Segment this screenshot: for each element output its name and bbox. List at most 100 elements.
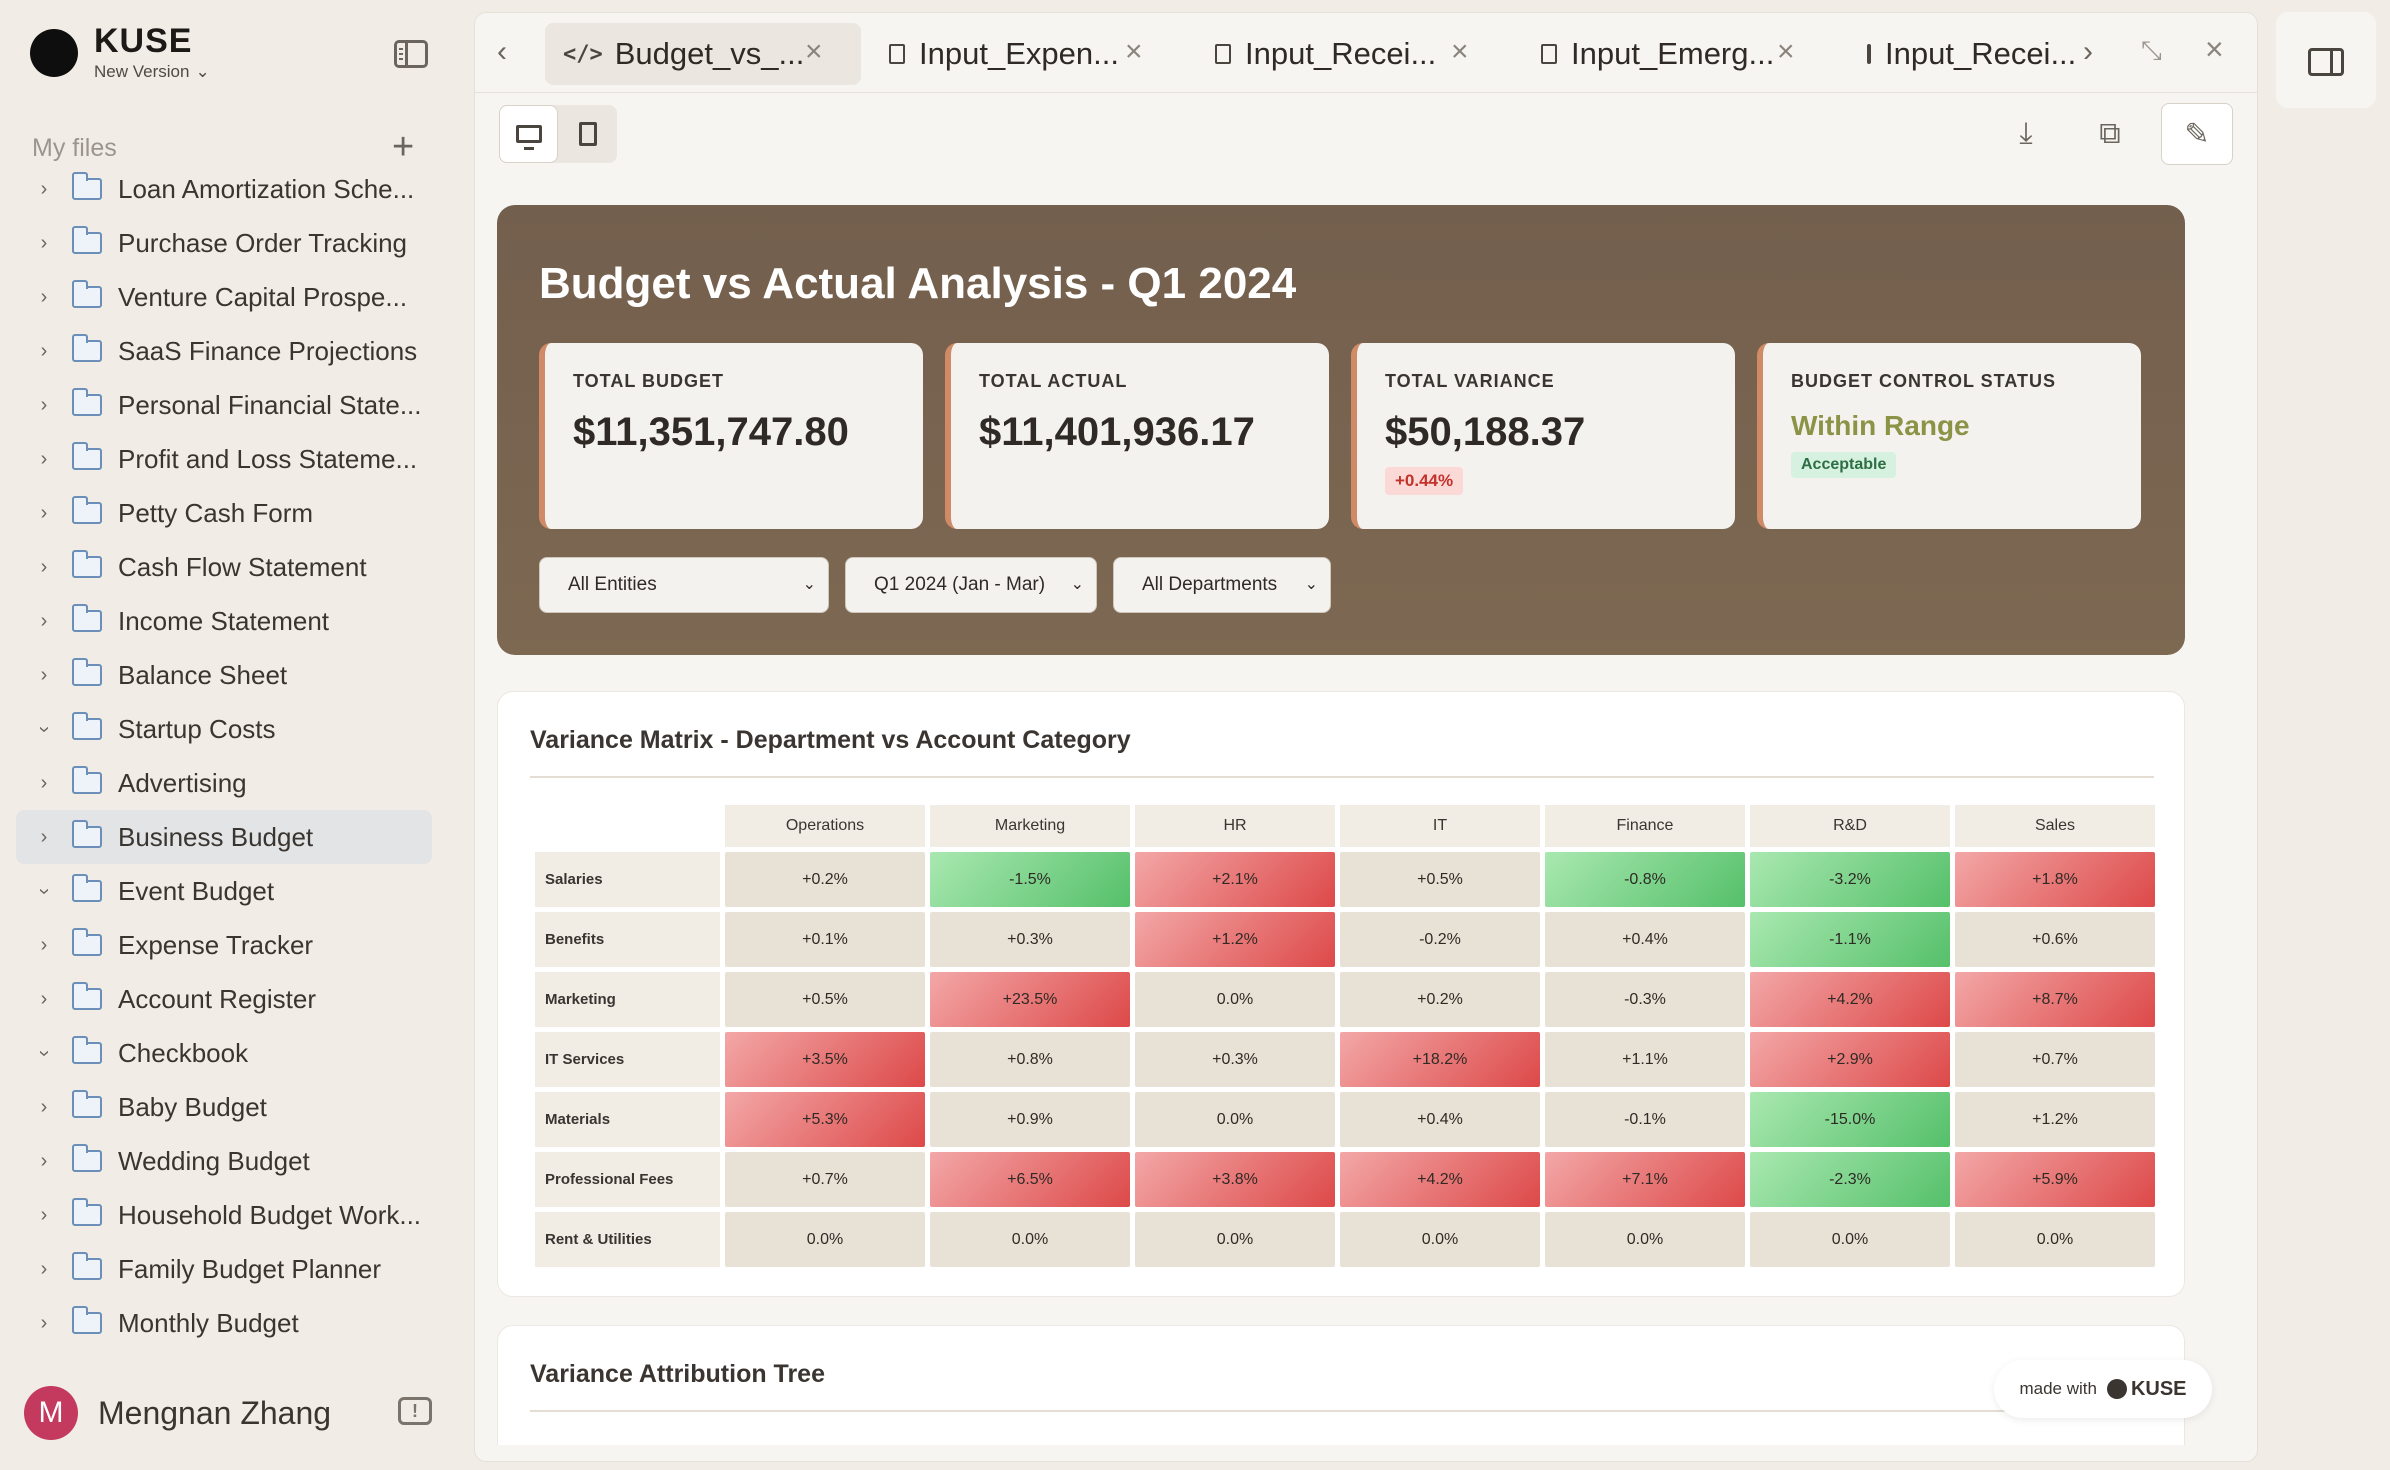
chevron-right-icon[interactable]: ›	[40, 447, 48, 470]
chevron-right-icon[interactable]: ›	[40, 987, 48, 1010]
variance-cell[interactable]: +2.9%	[1750, 1032, 1950, 1087]
chevron-right-icon[interactable]: ›	[40, 663, 48, 686]
chevron-right-icon[interactable]: ›	[40, 1311, 48, 1334]
variance-cell[interactable]: +0.5%	[725, 972, 925, 1027]
chevron-right-icon[interactable]: ›	[40, 771, 48, 794]
sidebar-item[interactable]: › Venture Capital Prospe...	[16, 270, 432, 324]
chevron-right-icon[interactable]: ›	[40, 609, 48, 632]
variance-cell[interactable]: 0.0%	[1545, 1212, 1745, 1267]
sidebar-item[interactable]: › Family Budget Planner	[16, 1242, 432, 1296]
variance-cell[interactable]: -0.1%	[1545, 1092, 1745, 1147]
variance-cell[interactable]: +3.8%	[1135, 1152, 1335, 1207]
download-icon[interactable]: ⤓	[2019, 117, 2033, 150]
desktop-view-button[interactable]	[499, 105, 558, 163]
variance-cell[interactable]: +0.9%	[930, 1092, 1130, 1147]
variance-cell[interactable]: +0.5%	[1340, 852, 1540, 907]
variance-cell[interactable]: 0.0%	[725, 1212, 925, 1267]
user-profile[interactable]: M Mengnan Zhang	[24, 1386, 331, 1440]
chevron-right-icon[interactable]: ›	[40, 501, 48, 524]
chevron-right-icon[interactable]: ›	[40, 285, 48, 308]
variance-cell[interactable]: +7.1%	[1545, 1152, 1745, 1207]
variance-cell[interactable]: -15.0%	[1750, 1092, 1950, 1147]
chevron-right-icon[interactable]: ›	[40, 339, 48, 362]
sidebar-item[interactable]: › Cash Flow Statement	[16, 540, 432, 594]
department-filter[interactable]: All Departments ⌄	[1113, 557, 1331, 613]
chevron-right-icon[interactable]: ›	[40, 825, 48, 848]
variance-cell[interactable]: +1.8%	[1955, 852, 2155, 907]
chevron-right-icon[interactable]: ›	[40, 1257, 48, 1280]
sidebar-item[interactable]: › Checkbook	[16, 1026, 432, 1080]
chevron-right-icon[interactable]: ›	[40, 1149, 48, 1172]
variance-cell[interactable]: +0.3%	[1135, 1032, 1335, 1087]
variance-cell[interactable]: +8.7%	[1955, 972, 2155, 1027]
feedback-icon[interactable]: !	[398, 1397, 432, 1425]
chevron-down-icon[interactable]: ›	[33, 887, 56, 895]
chevron-right-icon[interactable]: ›	[40, 1203, 48, 1226]
sidebar-item[interactable]: › Monthly Budget	[16, 1296, 432, 1350]
chevron-left-icon[interactable]: ‹	[497, 35, 507, 68]
sidebar-item[interactable]: › Profit and Loss Stateme...	[16, 432, 432, 486]
sidebar-item[interactable]: › Personal Financial State...	[16, 378, 432, 432]
variance-cell[interactable]: -1.1%	[1750, 912, 1950, 967]
variance-cell[interactable]: +6.5%	[930, 1152, 1130, 1207]
variance-cell[interactable]: +0.4%	[1340, 1092, 1540, 1147]
document-view-button[interactable]	[558, 105, 617, 163]
period-filter[interactable]: Q1 2024 (Jan - Mar) ⌄	[845, 557, 1097, 613]
chevron-right-icon[interactable]: ›	[40, 177, 48, 200]
variance-cell[interactable]: -0.2%	[1340, 912, 1540, 967]
variance-cell[interactable]: +5.3%	[725, 1092, 925, 1147]
variance-cell[interactable]: +1.2%	[1955, 1092, 2155, 1147]
sidebar-item[interactable]: › Balance Sheet	[16, 648, 432, 702]
variance-cell[interactable]: +18.2%	[1340, 1032, 1540, 1087]
brand[interactable]: KUSE New Version ⌄	[30, 24, 210, 82]
sidebar-item[interactable]: › SaaS Finance Projections	[16, 324, 432, 378]
sidebar-item[interactable]: › Startup Costs	[16, 702, 432, 756]
variance-cell[interactable]: 0.0%	[1750, 1212, 1950, 1267]
variance-cell[interactable]: +0.1%	[725, 912, 925, 967]
variance-cell[interactable]: +0.2%	[725, 852, 925, 907]
chevron-down-icon[interactable]: ›	[33, 725, 56, 733]
variance-cell[interactable]: +4.2%	[1750, 972, 1950, 1027]
tab[interactable]: Input_Recei...	[1849, 23, 2079, 85]
entity-filter[interactable]: All Entities ⌄	[539, 557, 829, 613]
close-tab-icon[interactable]: ×	[1125, 35, 1143, 68]
sidebar-item[interactable]: › Wedding Budget	[16, 1134, 432, 1188]
chevron-right-icon[interactable]: ›	[40, 555, 48, 578]
sidebar-item[interactable]: › Baby Budget	[16, 1080, 432, 1134]
variance-cell[interactable]: -2.3%	[1750, 1152, 1950, 1207]
sidebar-item[interactable]: › Loan Amortization Sche...	[16, 162, 432, 216]
variance-cell[interactable]: +0.2%	[1340, 972, 1540, 1027]
variance-cell[interactable]: +5.9%	[1955, 1152, 2155, 1207]
variance-cell[interactable]: 0.0%	[1955, 1212, 2155, 1267]
variance-cell[interactable]: +23.5%	[930, 972, 1130, 1027]
chevron-right-icon[interactable]: ›	[40, 231, 48, 254]
sidebar-item[interactable]: › Business Budget	[16, 810, 432, 864]
variance-cell[interactable]: 0.0%	[1340, 1212, 1540, 1267]
tab[interactable]: Input_Emerg... ×	[1523, 23, 1839, 85]
chevron-right-icon[interactable]: ›	[40, 393, 48, 416]
sidebar-item[interactable]: › Event Budget	[16, 864, 432, 918]
variance-cell[interactable]: 0.0%	[1135, 1092, 1335, 1147]
tab[interactable]: Input_Recei... ×	[1197, 23, 1513, 85]
toggle-sidebar-icon[interactable]	[394, 40, 428, 68]
chevron-right-icon[interactable]: ›	[2083, 35, 2093, 68]
close-tab-icon[interactable]: ×	[1451, 35, 1469, 68]
chevron-down-icon[interactable]: ›	[33, 1049, 56, 1057]
made-with-badge[interactable]: made with KUSE	[1994, 1360, 2212, 1418]
variance-cell[interactable]: -3.2%	[1750, 852, 1950, 907]
variance-cell[interactable]: -0.8%	[1545, 852, 1745, 907]
edit-button[interactable]: ✎	[2161, 103, 2233, 165]
variance-cell[interactable]: +0.7%	[725, 1152, 925, 1207]
version-selector[interactable]: New Version ⌄	[94, 62, 210, 82]
variance-cell[interactable]: +0.3%	[930, 912, 1130, 967]
variance-cell[interactable]: +1.1%	[1545, 1032, 1745, 1087]
sidebar-item[interactable]: › Purchase Order Tracking	[16, 216, 432, 270]
sidebar-item[interactable]: › Petty Cash Form	[16, 486, 432, 540]
variance-cell[interactable]: -1.5%	[930, 852, 1130, 907]
right-panel-toggle[interactable]	[2276, 12, 2376, 108]
close-panel-icon[interactable]: ×	[2205, 31, 2224, 67]
variance-cell[interactable]: +0.6%	[1955, 912, 2155, 967]
sidebar-item[interactable]: › Expense Tracker	[16, 918, 432, 972]
variance-cell[interactable]: +3.5%	[725, 1032, 925, 1087]
open-external-icon[interactable]: ⧉	[2099, 117, 2121, 150]
